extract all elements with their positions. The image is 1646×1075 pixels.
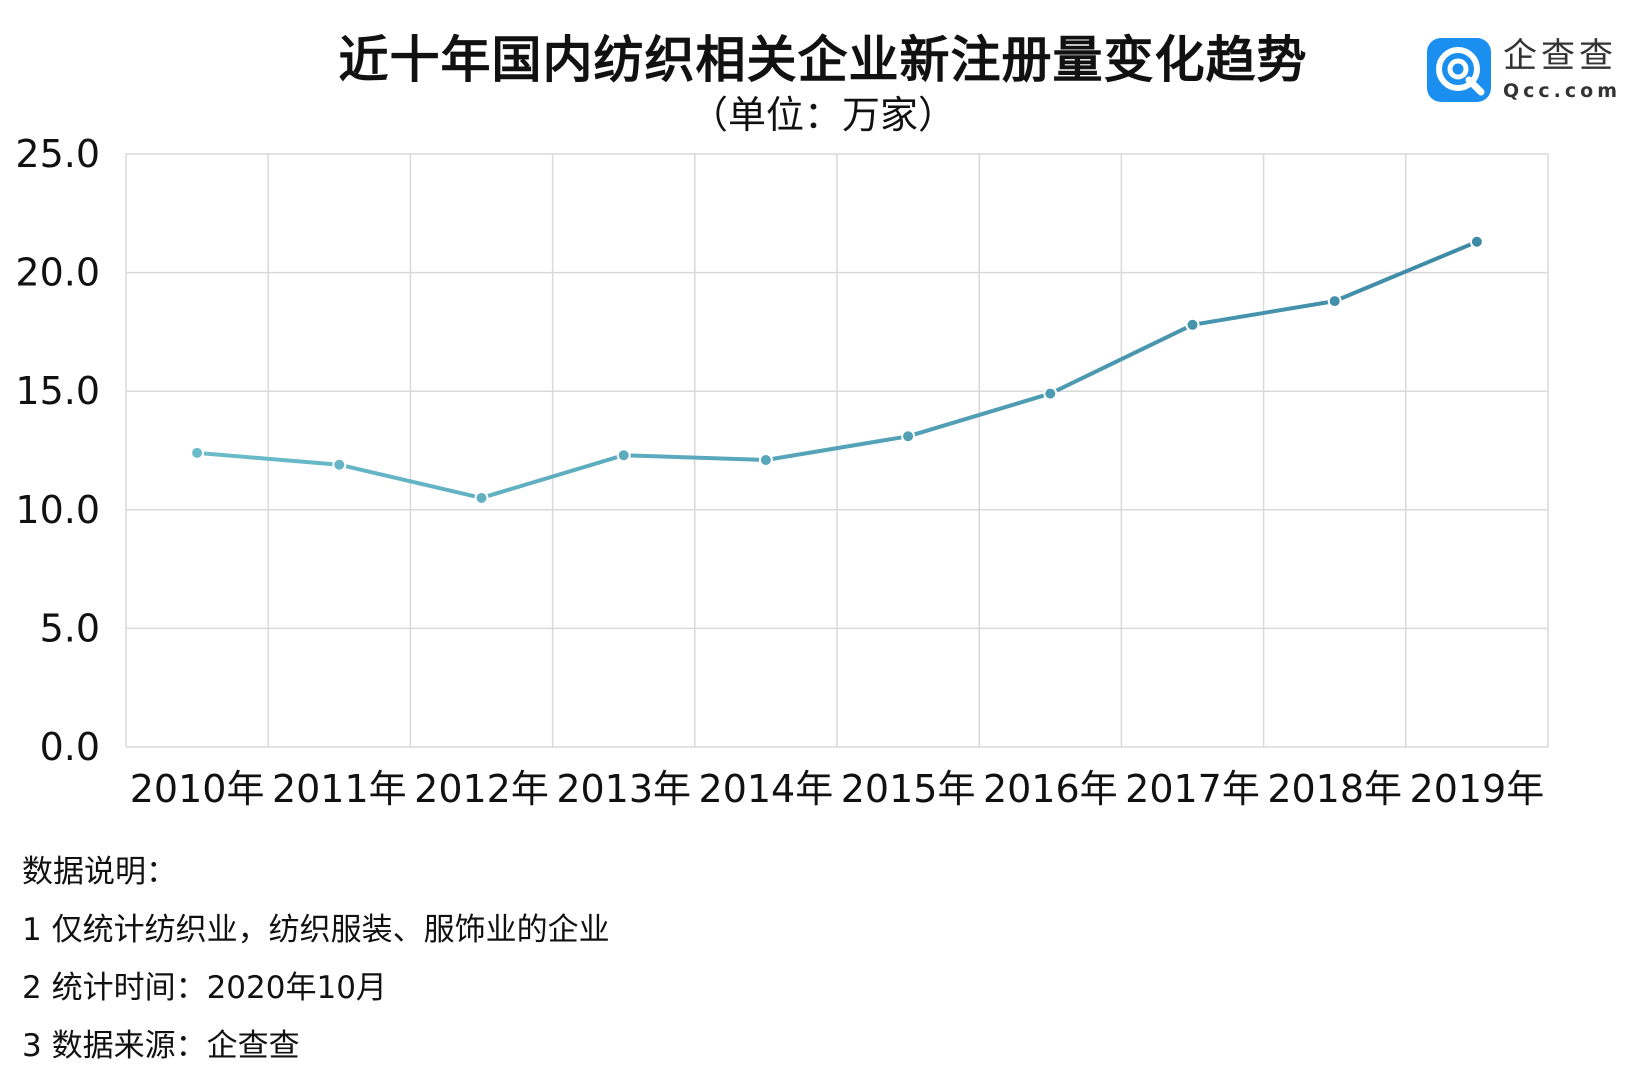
data-point xyxy=(901,429,916,444)
data-point xyxy=(758,452,773,467)
y-tick-label: 10.0 xyxy=(15,488,100,532)
x-axis: 2010年 2011年 2012年 2013年 2014年 2015年 2016年 2017年… xyxy=(130,767,1545,811)
data-point xyxy=(1469,234,1484,249)
x-tick-label: 2014年 xyxy=(699,767,834,811)
data-point xyxy=(474,490,489,505)
brand-name: 企查查 xyxy=(1503,36,1617,76)
x-tick-label: 2016年 xyxy=(983,767,1118,811)
x-tick-label: 2019年 xyxy=(1410,767,1545,811)
data-notes: 数据说明： 1 仅统计纺织业，纺织服装、服饰业的企业 2 统计时间：2020年1… xyxy=(22,843,610,1075)
y-tick-label: 15.0 xyxy=(15,369,100,413)
y-tick-label: 5.0 xyxy=(40,606,100,650)
qcc-logo-icon xyxy=(1427,38,1491,102)
brand-url: Qcc.com xyxy=(1503,80,1622,102)
x-tick-label: 2013年 xyxy=(556,767,691,811)
brand-logo: 企查查 Qcc.com xyxy=(1427,36,1627,106)
data-point xyxy=(332,457,347,472)
series-line xyxy=(195,239,1479,500)
data-point xyxy=(1185,317,1200,332)
chart-unit-subtitle: （单位：万家） xyxy=(689,93,956,137)
chart-title: 近十年国内纺织相关企业新注册量变化趋势 xyxy=(338,31,1308,89)
x-tick-label: 2011年 xyxy=(272,767,407,811)
x-tick-label: 2015年 xyxy=(841,767,976,811)
data-point xyxy=(1327,294,1342,309)
series xyxy=(190,234,1484,505)
notes-line-1: 1 仅统计纺织业，纺织服装、服饰业的企业 xyxy=(22,912,610,948)
y-tick-label: 0.0 xyxy=(40,725,100,769)
notes-line-2: 2 统计时间：2020年10月 xyxy=(22,970,387,1006)
x-tick-label: 2018年 xyxy=(1267,767,1402,811)
data-point xyxy=(1043,386,1058,401)
x-tick-label: 2012年 xyxy=(414,767,549,811)
data-point xyxy=(616,448,631,463)
grid xyxy=(125,153,1549,748)
x-tick-label: 2017年 xyxy=(1125,767,1260,811)
data-point xyxy=(190,445,205,460)
notes-line-3: 3 数据来源：企查查 xyxy=(22,1028,300,1064)
line-chart: 0.05.010.015.020.025.0 2010年 2011年 2012年 20… xyxy=(15,132,1549,811)
x-tick-label: 2010年 xyxy=(130,767,265,811)
y-axis: 0.0 5.0 10.0 15.0 20.0 25.0 xyxy=(15,132,100,769)
y-tick-label: 25.0 xyxy=(15,132,100,176)
y-tick-label: 20.0 xyxy=(15,251,100,295)
notes-heading: 数据说明： xyxy=(22,854,177,890)
